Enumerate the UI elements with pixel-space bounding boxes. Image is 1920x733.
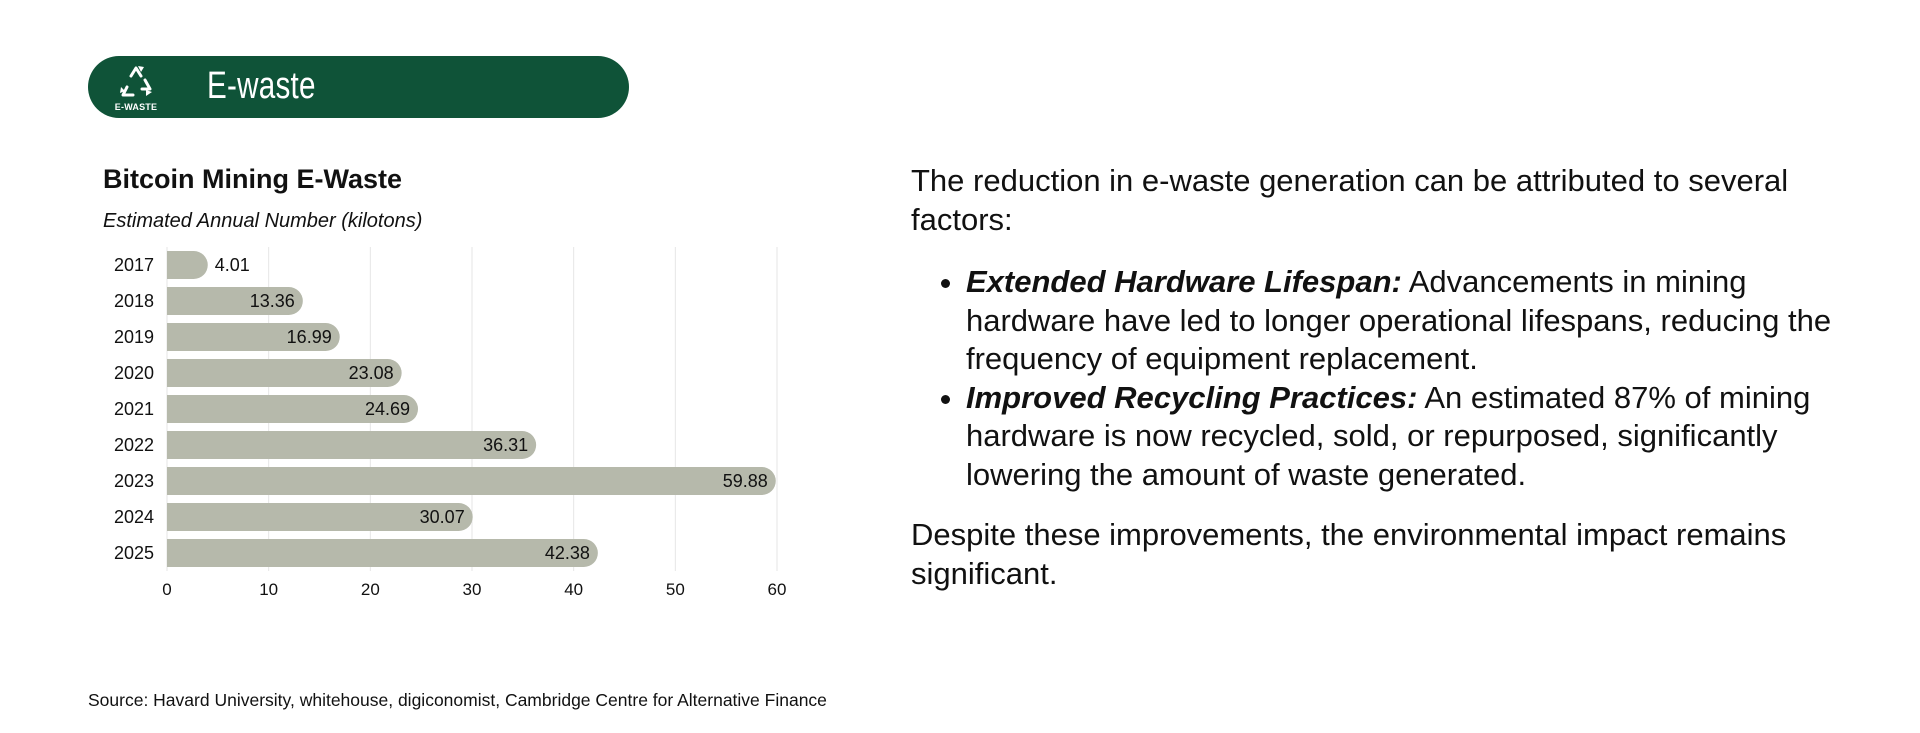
category-label: 2024 xyxy=(114,507,154,527)
x-tick-label: 40 xyxy=(564,580,583,599)
factor-text: Advancements in mining hardware have led… xyxy=(966,264,1832,376)
source-note: Source: Havard University, whitehouse, d… xyxy=(88,690,827,710)
category-label: 2025 xyxy=(114,543,154,563)
x-tick-label: 20 xyxy=(361,580,380,599)
bar xyxy=(167,431,537,459)
category-label: 2017 xyxy=(114,255,154,275)
category-label: 2019 xyxy=(114,327,154,347)
section-banner: E-WASTE E-waste xyxy=(88,56,629,118)
factor-text: An estimated 87% of mining hardware is n… xyxy=(966,379,1811,492)
narrative-text: The reduction in e-waste generation can … xyxy=(911,162,1851,593)
icon-label: E-WASTE xyxy=(114,102,158,112)
factor-term: Improved Recycling Practices: xyxy=(966,379,1418,415)
factor-item: Improved Recycling Practices: An estimat… xyxy=(966,379,1851,495)
x-tick-label: 30 xyxy=(463,580,482,599)
chart-title: Bitcoin Mining E-Waste xyxy=(103,164,402,194)
x-tick-label: 10 xyxy=(259,580,278,599)
category-label: 2018 xyxy=(114,291,154,311)
bar xyxy=(167,251,208,279)
data-label: 42.38 xyxy=(545,543,590,563)
bar xyxy=(167,395,419,423)
x-tick-label: 50 xyxy=(666,580,685,599)
data-label: 30.07 xyxy=(420,507,465,527)
data-label: 4.01 xyxy=(215,255,250,275)
narrative-closing: Despite these improvements, the environm… xyxy=(911,517,1787,591)
data-label: 16.99 xyxy=(287,327,332,347)
bar xyxy=(167,323,340,351)
narrative-intro: The reduction in e-waste generation can … xyxy=(911,163,1789,237)
data-label: 59.88 xyxy=(723,471,768,491)
bar xyxy=(167,539,598,567)
bar xyxy=(167,287,303,315)
category-label: 2023 xyxy=(114,471,154,491)
chart-subtitle: Estimated Annual Number (kilotons) xyxy=(103,210,423,232)
factor-term: Extended Hardware Lifespan: xyxy=(966,264,1402,299)
category-label: 2021 xyxy=(114,399,154,419)
data-label: 23.08 xyxy=(349,363,394,383)
factor-item: Extended Hardware Lifespan: Advancements… xyxy=(966,263,1851,379)
category-label: 2022 xyxy=(114,435,154,455)
data-label: 36.31 xyxy=(483,435,528,455)
x-tick-label: 0 xyxy=(162,580,171,599)
bar xyxy=(167,359,402,387)
factor-list: Extended Hardware Lifespan: Advancements… xyxy=(911,263,1851,494)
category-label: 2020 xyxy=(114,363,154,383)
bar xyxy=(167,503,473,531)
recycle-icon: E-WASTE xyxy=(112,62,160,114)
bar xyxy=(167,467,776,495)
data-label: 13.36 xyxy=(250,291,295,311)
data-label: 24.69 xyxy=(365,399,410,419)
x-tick-label: 60 xyxy=(768,580,787,599)
banner-title: E-waste xyxy=(207,65,316,107)
